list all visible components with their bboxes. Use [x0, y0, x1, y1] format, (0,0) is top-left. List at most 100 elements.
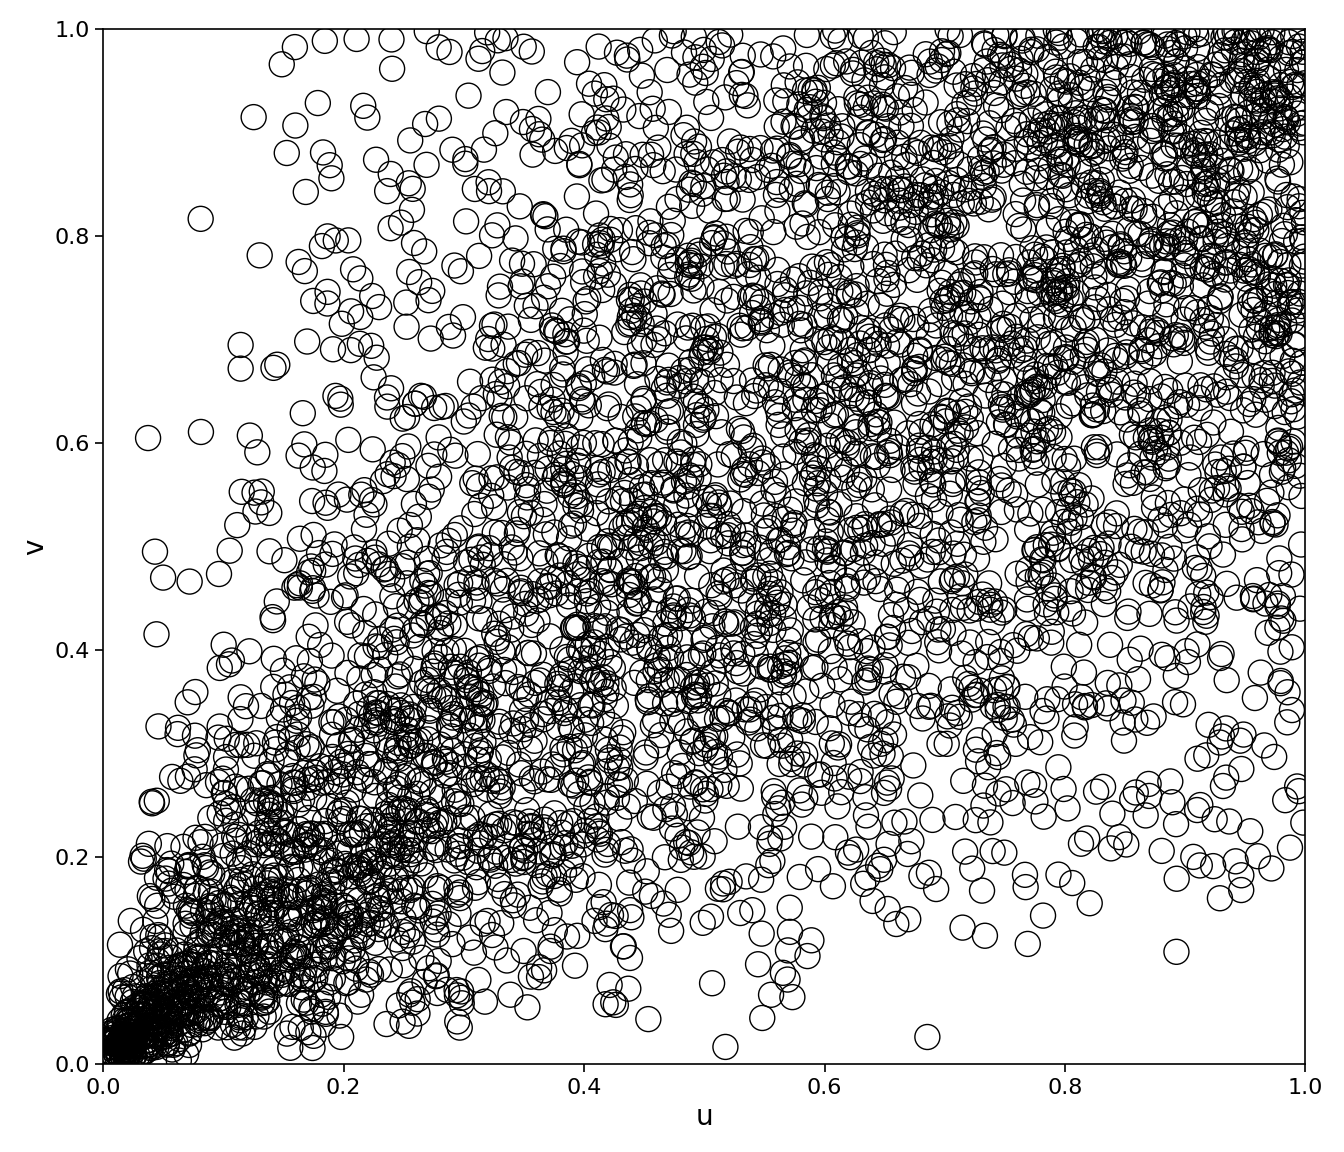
Point [1082, 406, 1103, 424]
Point [1073, 347, 1094, 365]
Point [903, 249, 925, 267]
Point [930, 113, 952, 131]
Point [1160, 772, 1181, 790]
Point [280, 948, 301, 967]
Point [215, 748, 237, 766]
Point [1016, 624, 1038, 643]
Point [823, 877, 844, 895]
Point [597, 399, 618, 417]
Point [820, 417, 841, 435]
Point [1133, 202, 1154, 220]
Point [214, 783, 235, 802]
Point [1169, 393, 1191, 411]
Point [293, 991, 314, 1009]
Point [266, 813, 288, 832]
Point [1227, 244, 1249, 263]
Point [966, 424, 988, 442]
Point [382, 454, 403, 472]
Point [1243, 301, 1265, 319]
Point [1289, 599, 1310, 617]
Point [594, 730, 616, 749]
Point [118, 1043, 140, 1061]
Point [1293, 213, 1314, 232]
Point [1064, 695, 1086, 713]
Point [933, 298, 954, 317]
Point [849, 364, 871, 382]
Point [761, 660, 782, 679]
Point [831, 128, 852, 146]
Point [911, 458, 933, 477]
Point [353, 482, 375, 500]
Point [827, 183, 848, 202]
Point [706, 407, 727, 425]
Point [1254, 391, 1275, 409]
Point [329, 802, 351, 820]
Point [1038, 281, 1059, 300]
Point [391, 892, 413, 910]
Point [116, 1030, 137, 1048]
Point [849, 521, 871, 539]
Point [228, 993, 250, 1011]
Point [1227, 71, 1249, 90]
Point [878, 835, 899, 854]
Point [668, 767, 689, 786]
Point [265, 976, 286, 994]
Point [430, 536, 452, 554]
Point [997, 119, 1019, 137]
Point [118, 1049, 140, 1068]
Point [614, 484, 636, 502]
Point [120, 1037, 141, 1055]
Point [1250, 127, 1271, 145]
Point [157, 874, 179, 893]
Point [1105, 26, 1126, 45]
Point [372, 560, 394, 578]
Point [539, 434, 560, 453]
Point [805, 611, 827, 629]
Point [114, 1026, 136, 1045]
Point [750, 818, 771, 836]
Point [285, 116, 306, 135]
Point [231, 968, 253, 986]
Point [110, 967, 132, 985]
Point [1214, 138, 1235, 157]
Point [853, 150, 875, 168]
Point [1269, 106, 1290, 124]
Point [364, 548, 386, 567]
Point [360, 914, 382, 932]
Point [474, 611, 496, 629]
Point [468, 539, 489, 558]
Point [812, 396, 833, 415]
Point [953, 772, 974, 790]
Point [1145, 120, 1167, 138]
Point [146, 791, 168, 810]
Point [285, 909, 306, 927]
Point [794, 473, 816, 492]
Point [1142, 448, 1164, 467]
Point [762, 851, 784, 870]
Point [375, 761, 396, 780]
Point [497, 638, 519, 657]
Point [685, 677, 707, 696]
Point [849, 96, 871, 114]
Point [853, 673, 875, 691]
Point [230, 859, 251, 878]
Point [751, 658, 773, 676]
Point [832, 432, 853, 450]
Point [468, 657, 489, 675]
Point [759, 551, 781, 569]
Point [425, 967, 446, 985]
Point [922, 811, 943, 829]
Point [383, 893, 405, 911]
Point [1200, 66, 1222, 84]
Point [965, 248, 986, 266]
Point [806, 447, 828, 465]
Point [817, 502, 839, 521]
Point [1008, 86, 1030, 105]
Point [625, 508, 646, 526]
Point [829, 357, 851, 376]
Point [824, 177, 845, 196]
Point [769, 755, 790, 773]
Point [1141, 319, 1163, 338]
Point [280, 858, 301, 877]
Point [180, 984, 202, 1002]
